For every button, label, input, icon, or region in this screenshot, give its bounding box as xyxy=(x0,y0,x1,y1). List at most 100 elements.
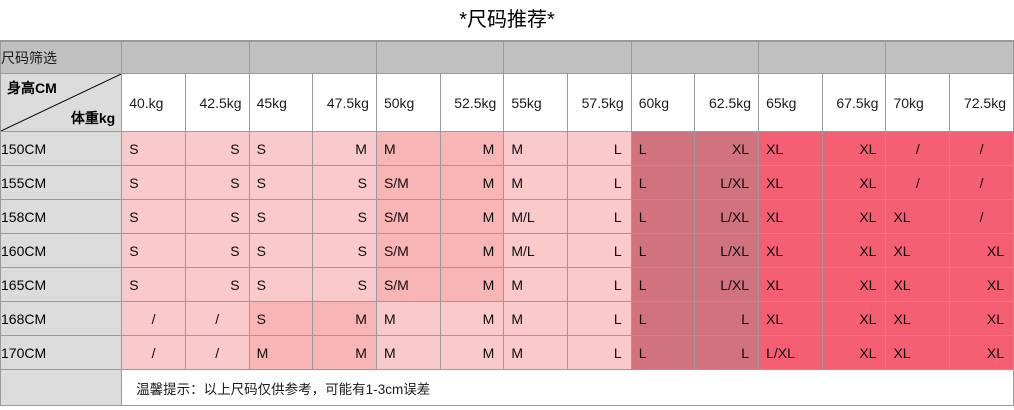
filter-group-cell[interactable] xyxy=(758,41,887,74)
size-cell[interactable]: L xyxy=(567,165,632,200)
size-cell[interactable]: S xyxy=(248,301,314,336)
size-cell[interactable]: M/L xyxy=(503,199,568,234)
size-cell[interactable]: / xyxy=(185,335,250,370)
size-cell[interactable]: L xyxy=(630,301,696,336)
size-cell[interactable]: XL xyxy=(758,131,823,166)
size-cell[interactable]: XL xyxy=(694,131,760,166)
size-cell[interactable]: XL xyxy=(822,233,887,268)
size-cell[interactable]: S/M xyxy=(375,267,441,302)
size-filter-label[interactable]: 尺码筛选 xyxy=(0,41,123,74)
size-cell[interactable]: M xyxy=(375,335,441,370)
size-cell[interactable]: S/M xyxy=(375,233,441,268)
size-cell[interactable]: M xyxy=(375,301,441,336)
size-cell[interactable]: / xyxy=(949,165,1014,200)
filter-group-cell[interactable] xyxy=(885,41,1014,74)
size-cell[interactable]: S xyxy=(312,165,377,200)
size-cell[interactable]: L/XL xyxy=(758,335,823,370)
size-cell[interactable]: XL xyxy=(949,233,1014,268)
size-cell[interactable]: S/M xyxy=(375,165,441,200)
size-cell[interactable]: L xyxy=(694,301,760,336)
size-cell[interactable]: L/XL xyxy=(694,233,760,268)
size-cell[interactable]: M xyxy=(248,335,314,370)
size-cell[interactable]: L xyxy=(694,335,760,370)
size-cell[interactable]: M xyxy=(312,335,377,370)
size-cell[interactable]: S xyxy=(185,199,250,234)
filter-group-cell[interactable] xyxy=(503,41,632,74)
size-cell[interactable]: XL xyxy=(885,267,951,302)
size-cell[interactable]: L/XL xyxy=(694,267,760,302)
size-cell[interactable]: L xyxy=(630,131,696,166)
size-cell[interactable]: S xyxy=(248,131,314,166)
size-cell[interactable]: L xyxy=(630,335,696,370)
size-cell[interactable]: L xyxy=(567,233,632,268)
size-cell[interactable]: M xyxy=(503,335,568,370)
size-cell[interactable]: XL xyxy=(885,301,951,336)
size-cell[interactable]: / xyxy=(121,301,186,336)
size-cell[interactable]: S xyxy=(121,165,186,200)
size-cell[interactable]: S xyxy=(248,267,314,302)
size-cell[interactable]: S xyxy=(185,233,250,268)
size-cell[interactable]: M xyxy=(503,267,568,302)
size-cell[interactable]: S xyxy=(248,233,314,268)
size-cell[interactable]: S xyxy=(248,199,314,234)
size-cell[interactable]: M xyxy=(312,131,377,166)
size-cell[interactable]: S xyxy=(312,233,377,268)
size-cell[interactable]: S/M xyxy=(375,199,441,234)
size-cell[interactable]: L xyxy=(567,335,632,370)
size-cell[interactable]: S xyxy=(185,131,250,166)
size-cell[interactable]: XL xyxy=(822,131,887,166)
size-cell[interactable]: / xyxy=(885,165,951,200)
size-cell[interactable]: XL xyxy=(758,233,823,268)
size-cell[interactable]: XL xyxy=(949,267,1014,302)
size-cell[interactable]: XL xyxy=(885,335,951,370)
size-cell[interactable]: M xyxy=(440,267,505,302)
filter-group-cell[interactable] xyxy=(121,41,250,74)
size-cell[interactable]: L xyxy=(567,301,632,336)
size-cell[interactable]: S xyxy=(185,165,250,200)
size-cell[interactable]: L xyxy=(630,233,696,268)
size-cell[interactable]: XL xyxy=(949,335,1014,370)
size-cell[interactable]: S xyxy=(312,199,377,234)
size-cell[interactable]: XL xyxy=(822,199,887,234)
size-cell[interactable]: M xyxy=(440,131,505,166)
size-cell[interactable]: M xyxy=(503,131,568,166)
size-cell[interactable]: XL xyxy=(758,267,823,302)
size-cell[interactable]: XL xyxy=(758,301,823,336)
size-cell[interactable]: XL xyxy=(885,199,951,234)
size-cell[interactable]: L xyxy=(630,165,696,200)
size-cell[interactable]: XL xyxy=(885,233,951,268)
size-cell[interactable]: XL xyxy=(758,165,823,200)
size-cell[interactable]: XL xyxy=(822,267,887,302)
size-cell[interactable]: L xyxy=(567,131,632,166)
size-cell[interactable]: L/XL xyxy=(694,199,760,234)
size-cell[interactable]: XL xyxy=(822,301,887,336)
size-cell[interactable]: S xyxy=(185,267,250,302)
size-cell[interactable]: M xyxy=(375,131,441,166)
size-cell[interactable]: / xyxy=(949,199,1014,234)
size-cell[interactable]: M xyxy=(440,335,505,370)
size-cell[interactable]: L xyxy=(630,267,696,302)
size-cell[interactable]: S xyxy=(312,267,377,302)
size-cell[interactable]: / xyxy=(185,301,250,336)
size-cell[interactable]: L xyxy=(567,267,632,302)
size-cell[interactable]: M xyxy=(440,233,505,268)
size-cell[interactable]: / xyxy=(885,131,951,166)
size-cell[interactable]: M xyxy=(440,199,505,234)
size-cell[interactable]: L/XL xyxy=(694,165,760,200)
filter-group-cell[interactable] xyxy=(248,41,377,74)
size-cell[interactable]: S xyxy=(121,267,186,302)
size-cell[interactable]: S xyxy=(121,199,186,234)
size-cell[interactable]: XL xyxy=(949,301,1014,336)
size-cell[interactable]: M xyxy=(503,165,568,200)
size-cell[interactable]: L xyxy=(630,199,696,234)
size-cell[interactable]: S xyxy=(248,165,314,200)
size-cell[interactable]: M xyxy=(503,301,568,336)
size-cell[interactable]: S xyxy=(121,233,186,268)
filter-group-cell[interactable] xyxy=(630,41,760,74)
size-cell[interactable]: / xyxy=(949,131,1014,166)
size-cell[interactable]: M xyxy=(440,301,505,336)
size-cell[interactable]: M xyxy=(312,301,377,336)
size-cell[interactable]: S xyxy=(121,131,186,166)
size-cell[interactable]: XL xyxy=(822,165,887,200)
filter-group-cell[interactable] xyxy=(375,41,505,74)
